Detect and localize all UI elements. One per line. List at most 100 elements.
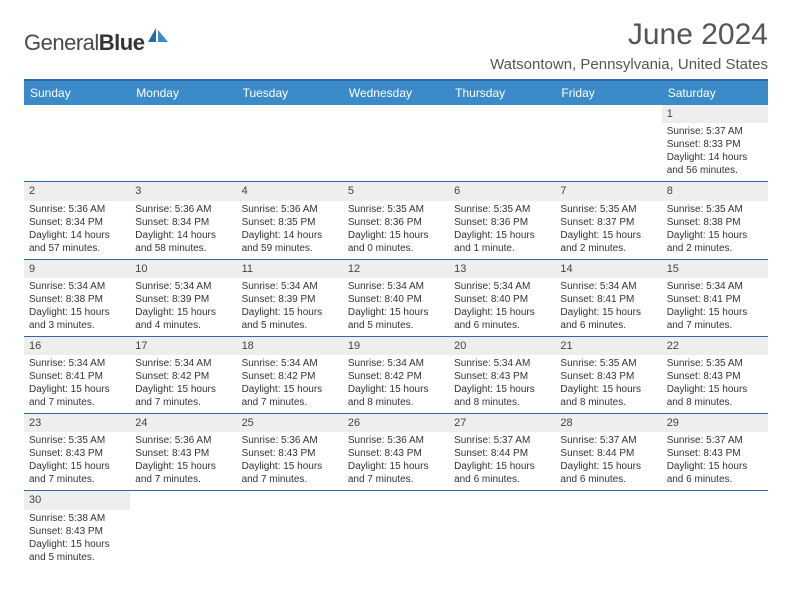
- sunrise-line: Sunrise: 5:34 AM: [348, 357, 444, 370]
- day-number: 27: [449, 414, 555, 432]
- sunset-line: Sunset: 8:39 PM: [242, 293, 338, 306]
- day-header-sunday: Sunday: [24, 81, 130, 105]
- day-body: Sunrise: 5:34 AMSunset: 8:42 PMDaylight:…: [130, 355, 236, 413]
- sunrise-line: Sunrise: 5:35 AM: [667, 203, 763, 216]
- sunset-line: Sunset: 8:38 PM: [667, 216, 763, 229]
- week-row: 9Sunrise: 5:34 AMSunset: 8:38 PMDaylight…: [24, 260, 768, 337]
- day-body: Sunrise: 5:34 AMSunset: 8:42 PMDaylight:…: [343, 355, 449, 413]
- day-number: 26: [343, 414, 449, 432]
- day-cell: 15Sunrise: 5:34 AMSunset: 8:41 PMDayligh…: [662, 260, 768, 336]
- day-cell-empty: [555, 105, 661, 181]
- day-number: 25: [237, 414, 343, 432]
- day-number: 24: [130, 414, 236, 432]
- daylight-line: Daylight: 15 hours and 1 minute.: [454, 229, 550, 255]
- day-body: Sunrise: 5:34 AMSunset: 8:41 PMDaylight:…: [555, 278, 661, 336]
- day-cell-empty: [237, 105, 343, 181]
- sunrise-line: Sunrise: 5:34 AM: [667, 280, 763, 293]
- day-body: Sunrise: 5:35 AMSunset: 8:43 PMDaylight:…: [24, 432, 130, 490]
- day-number: 1: [662, 105, 768, 123]
- sunrise-line: Sunrise: 5:34 AM: [348, 280, 444, 293]
- sunrise-line: Sunrise: 5:36 AM: [29, 203, 125, 216]
- day-body: Sunrise: 5:34 AMSunset: 8:38 PMDaylight:…: [24, 278, 130, 336]
- sunrise-line: Sunrise: 5:37 AM: [454, 434, 550, 447]
- page-header: GeneralBlue June 2024 Watsontown, Pennsy…: [24, 18, 768, 73]
- day-cell-empty: [24, 105, 130, 181]
- day-number: 5: [343, 182, 449, 200]
- sunrise-line: Sunrise: 5:36 AM: [135, 203, 231, 216]
- day-number: 19: [343, 337, 449, 355]
- day-cell: 30Sunrise: 5:38 AMSunset: 8:43 PMDayligh…: [24, 491, 130, 567]
- daylight-line: Daylight: 15 hours and 7 minutes.: [667, 306, 763, 332]
- day-cell: 5Sunrise: 5:35 AMSunset: 8:36 PMDaylight…: [343, 182, 449, 258]
- month-title: June 2024: [490, 18, 768, 52]
- daylight-line: Daylight: 15 hours and 7 minutes.: [348, 460, 444, 486]
- day-number: 30: [24, 491, 130, 509]
- sunrise-line: Sunrise: 5:34 AM: [560, 280, 656, 293]
- sunset-line: Sunset: 8:35 PM: [242, 216, 338, 229]
- daylight-line: Daylight: 14 hours and 56 minutes.: [667, 151, 763, 177]
- daylight-line: Daylight: 15 hours and 2 minutes.: [560, 229, 656, 255]
- day-header-thursday: Thursday: [449, 81, 555, 105]
- day-cell: 7Sunrise: 5:35 AMSunset: 8:37 PMDaylight…: [555, 182, 661, 258]
- day-number: 13: [449, 260, 555, 278]
- daylight-line: Daylight: 15 hours and 6 minutes.: [667, 460, 763, 486]
- sunset-line: Sunset: 8:42 PM: [348, 370, 444, 383]
- daylight-line: Daylight: 15 hours and 6 minutes.: [454, 306, 550, 332]
- day-number: 10: [130, 260, 236, 278]
- sunset-line: Sunset: 8:34 PM: [29, 216, 125, 229]
- daylight-line: Daylight: 15 hours and 6 minutes.: [560, 306, 656, 332]
- daylight-line: Daylight: 14 hours and 58 minutes.: [135, 229, 231, 255]
- day-number: 18: [237, 337, 343, 355]
- sunrise-line: Sunrise: 5:35 AM: [29, 434, 125, 447]
- daylight-line: Daylight: 14 hours and 57 minutes.: [29, 229, 125, 255]
- day-number: 9: [24, 260, 130, 278]
- day-cell-empty: [449, 491, 555, 567]
- day-header-row: SundayMondayTuesdayWednesdayThursdayFrid…: [24, 81, 768, 105]
- sunrise-line: Sunrise: 5:34 AM: [242, 357, 338, 370]
- day-cell: 20Sunrise: 5:34 AMSunset: 8:43 PMDayligh…: [449, 337, 555, 413]
- daylight-line: Daylight: 15 hours and 7 minutes.: [242, 460, 338, 486]
- sunrise-line: Sunrise: 5:34 AM: [454, 357, 550, 370]
- day-cell: 21Sunrise: 5:35 AMSunset: 8:43 PMDayligh…: [555, 337, 661, 413]
- daylight-line: Daylight: 15 hours and 2 minutes.: [667, 229, 763, 255]
- day-number: 28: [555, 414, 661, 432]
- sunrise-line: Sunrise: 5:38 AM: [29, 512, 125, 525]
- sunset-line: Sunset: 8:40 PM: [348, 293, 444, 306]
- day-body: Sunrise: 5:35 AMSunset: 8:36 PMDaylight:…: [343, 201, 449, 259]
- day-body: Sunrise: 5:37 AMSunset: 8:43 PMDaylight:…: [662, 432, 768, 490]
- sunrise-line: Sunrise: 5:35 AM: [348, 203, 444, 216]
- day-header-friday: Friday: [555, 81, 661, 105]
- sunset-line: Sunset: 8:40 PM: [454, 293, 550, 306]
- daylight-line: Daylight: 15 hours and 8 minutes.: [454, 383, 550, 409]
- week-row: 2Sunrise: 5:36 AMSunset: 8:34 PMDaylight…: [24, 182, 768, 259]
- day-body: Sunrise: 5:35 AMSunset: 8:37 PMDaylight:…: [555, 201, 661, 259]
- day-body: Sunrise: 5:37 AMSunset: 8:44 PMDaylight:…: [449, 432, 555, 490]
- week-row: 30Sunrise: 5:38 AMSunset: 8:43 PMDayligh…: [24, 491, 768, 567]
- day-cell: 6Sunrise: 5:35 AMSunset: 8:36 PMDaylight…: [449, 182, 555, 258]
- day-body: Sunrise: 5:34 AMSunset: 8:40 PMDaylight:…: [449, 278, 555, 336]
- day-number: 7: [555, 182, 661, 200]
- logo-sail-icon: [146, 26, 170, 49]
- daylight-line: Daylight: 15 hours and 7 minutes.: [135, 460, 231, 486]
- daylight-line: Daylight: 15 hours and 8 minutes.: [667, 383, 763, 409]
- sunrise-line: Sunrise: 5:37 AM: [560, 434, 656, 447]
- day-number: 22: [662, 337, 768, 355]
- day-cell-empty: [237, 491, 343, 567]
- day-body: Sunrise: 5:36 AMSunset: 8:43 PMDaylight:…: [130, 432, 236, 490]
- day-body: Sunrise: 5:36 AMSunset: 8:34 PMDaylight:…: [24, 201, 130, 259]
- day-cell: 8Sunrise: 5:35 AMSunset: 8:38 PMDaylight…: [662, 182, 768, 258]
- day-body: Sunrise: 5:38 AMSunset: 8:43 PMDaylight:…: [24, 510, 130, 568]
- day-cell: 22Sunrise: 5:35 AMSunset: 8:43 PMDayligh…: [662, 337, 768, 413]
- day-number: 29: [662, 414, 768, 432]
- day-cell: 25Sunrise: 5:36 AMSunset: 8:43 PMDayligh…: [237, 414, 343, 490]
- sunrise-line: Sunrise: 5:34 AM: [454, 280, 550, 293]
- day-number: 16: [24, 337, 130, 355]
- sunset-line: Sunset: 8:41 PM: [560, 293, 656, 306]
- logo: GeneralBlue: [24, 26, 170, 59]
- day-body: Sunrise: 5:34 AMSunset: 8:43 PMDaylight:…: [449, 355, 555, 413]
- day-body: Sunrise: 5:35 AMSunset: 8:43 PMDaylight:…: [662, 355, 768, 413]
- day-body: Sunrise: 5:34 AMSunset: 8:39 PMDaylight:…: [237, 278, 343, 336]
- sunrise-line: Sunrise: 5:34 AM: [135, 357, 231, 370]
- daylight-line: Daylight: 15 hours and 6 minutes.: [560, 460, 656, 486]
- logo-text: GeneralBlue: [24, 30, 144, 56]
